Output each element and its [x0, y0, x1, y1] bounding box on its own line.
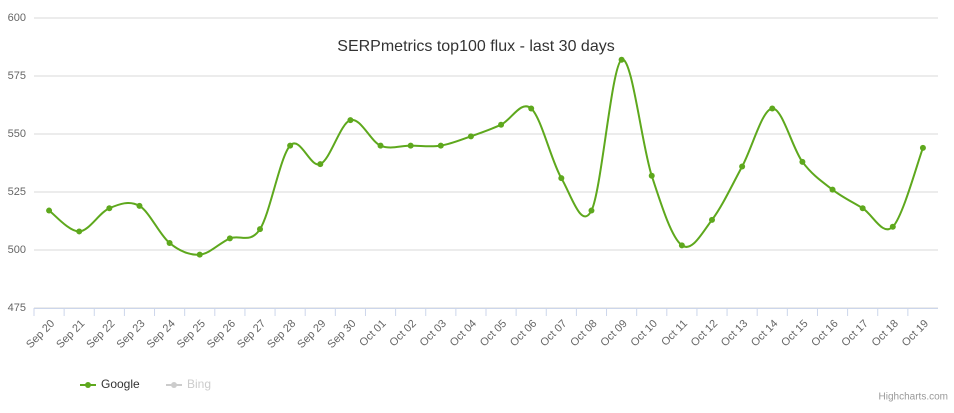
x-tick-label: Sep 30 [325, 318, 358, 351]
point-marker [317, 161, 324, 168]
point-marker [407, 142, 414, 149]
x-tick-label: Oct 18 [870, 318, 901, 349]
x-tick-label: Oct 05 [478, 318, 509, 349]
point-marker [739, 163, 746, 170]
x-tick-label: Oct 01 [357, 318, 388, 349]
point-marker [377, 142, 384, 149]
x-tick-label: Sep 27 [235, 318, 268, 351]
point-marker [437, 142, 444, 149]
y-tick-label: 475 [8, 302, 26, 314]
x-tick-label: Sep 26 [205, 318, 238, 351]
legend-item[interactable]: Google [80, 377, 140, 391]
point-marker [919, 144, 926, 151]
x-tick-label: Oct 04 [448, 318, 479, 349]
point-marker [859, 205, 866, 212]
point-marker [136, 202, 143, 209]
point-marker [528, 105, 535, 112]
point-marker [558, 175, 565, 182]
point-marker [166, 240, 173, 247]
x-tick-label: Sep 20 [24, 318, 57, 351]
y-tick-label: 600 [8, 12, 26, 24]
y-tick-label: 500 [8, 244, 26, 256]
point-marker [889, 223, 896, 230]
x-tick-label: Sep 29 [295, 318, 328, 351]
x-tick-label: Oct 13 [719, 318, 750, 349]
x-tick-label: Oct 09 [598, 318, 629, 349]
legend-item[interactable]: Bing [166, 377, 211, 391]
y-tick-label: 575 [8, 70, 26, 82]
point-marker [648, 172, 655, 179]
point-marker [498, 121, 505, 128]
x-tick-label: Oct 11 [659, 318, 690, 349]
x-tick-label: Sep 28 [265, 318, 298, 351]
x-tick-label: Sep 25 [175, 318, 208, 351]
series-line [48, 58, 924, 256]
x-tick-label: Oct 07 [538, 318, 569, 349]
point-marker [799, 158, 806, 165]
point-marker [347, 117, 354, 124]
point-marker [709, 216, 715, 223]
legend-label: Bing [187, 377, 211, 391]
x-tick-label: Sep 21 [54, 318, 87, 351]
point-marker [467, 133, 474, 140]
x-tick-label: Sep 23 [114, 318, 147, 351]
point-marker [46, 207, 53, 214]
x-tick-label: Oct 03 [418, 318, 449, 349]
chart-title: SERPmetrics top100 flux - last 30 days [337, 38, 614, 55]
x-tick-label: Oct 15 [779, 318, 810, 349]
point-marker [76, 228, 83, 235]
x-tick-label: Oct 12 [689, 318, 720, 349]
point-marker [226, 235, 233, 242]
x-tick-label: Oct 02 [387, 318, 418, 349]
credits: Highcharts.com [879, 392, 948, 403]
x-tick-label: Oct 08 [568, 318, 599, 349]
point-marker [829, 186, 836, 193]
point-marker [769, 105, 776, 112]
point-marker [257, 226, 263, 233]
point-marker [618, 56, 625, 63]
x-tick-label: Oct 19 [900, 318, 931, 349]
x-tick-label: Oct 06 [508, 318, 539, 349]
point-marker [106, 205, 113, 212]
x-tick-label: Oct 14 [749, 318, 780, 349]
legend-marker [85, 382, 91, 388]
x-tick-label: Sep 22 [84, 318, 117, 351]
x-tick-label: Sep 24 [145, 318, 178, 351]
point-marker [588, 207, 595, 214]
x-tick-label: Oct 10 [629, 318, 660, 349]
legend-marker [171, 382, 177, 388]
x-tick-label: Oct 16 [809, 318, 840, 349]
x-tick-label: Oct 17 [839, 318, 870, 349]
point-marker [196, 251, 203, 258]
y-tick-label: 550 [8, 128, 26, 140]
legend-label: Google [101, 377, 140, 391]
point-marker [678, 242, 685, 249]
point-marker [287, 142, 294, 149]
y-tick-label: 525 [8, 186, 26, 198]
